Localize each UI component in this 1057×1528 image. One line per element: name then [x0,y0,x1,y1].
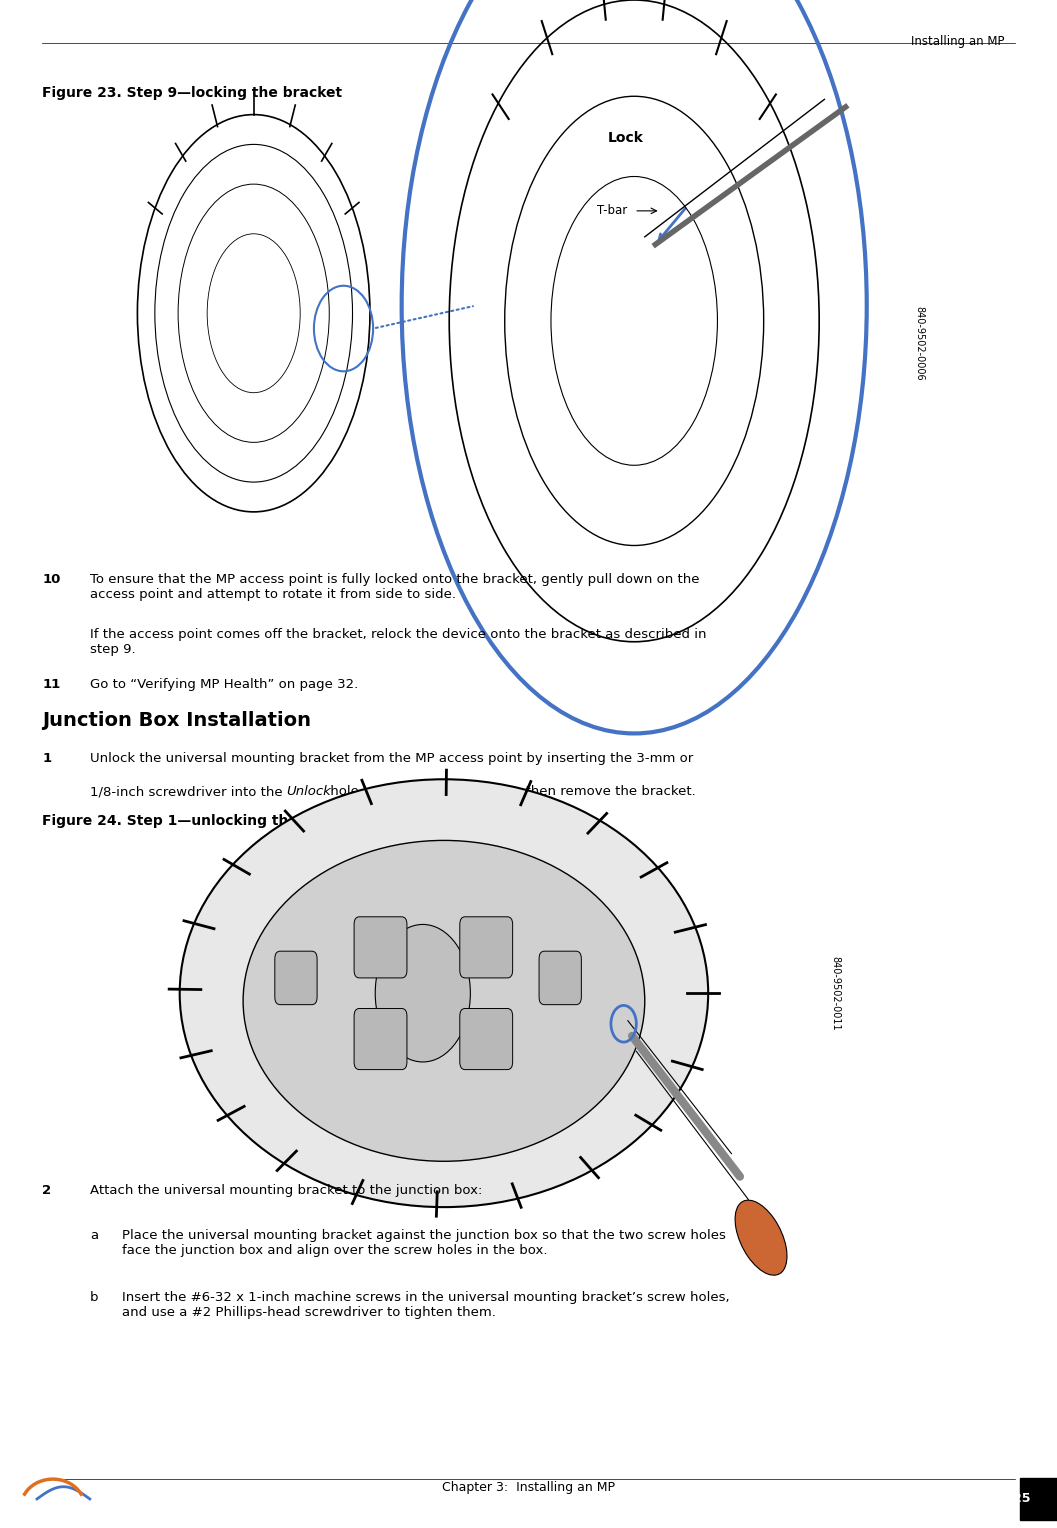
Text: Figure 24. Step 1—unlocking the bracket: Figure 24. Step 1—unlocking the bracket [42,814,363,828]
Ellipse shape [735,1199,787,1276]
Text: 840-9502-0006: 840-9502-0006 [914,307,925,380]
Text: Unlock the universal mounting bracket from the MP access point by inserting the : Unlock the universal mounting bracket fr… [90,752,693,766]
Text: 2: 2 [42,1184,52,1198]
Text: 1/8-inch screwdriver into the: 1/8-inch screwdriver into the [90,785,286,799]
Ellipse shape [180,779,708,1207]
Text: Go to “Verifying MP Health” on page 32.: Go to “Verifying MP Health” on page 32. [90,678,358,692]
Text: T-bar: T-bar [597,205,628,217]
Text: a: a [90,1229,98,1242]
Text: 10: 10 [42,573,60,587]
Text: hole on the MP access point, then remove the bracket.: hole on the MP access point, then remove… [326,785,696,799]
Text: Lock: Lock [608,131,644,145]
Circle shape [375,924,470,1062]
Text: Unlock: Unlock [286,785,331,799]
Text: To ensure that the MP access point is fully locked onto the bracket, gently pull: To ensure that the MP access point is fu… [90,573,700,601]
Ellipse shape [243,840,645,1161]
FancyBboxPatch shape [460,1008,513,1070]
Text: Junction Box Installation: Junction Box Installation [42,711,311,729]
FancyBboxPatch shape [354,917,407,978]
FancyBboxPatch shape [460,917,513,978]
Text: Attach the universal mounting bracket to the junction box:: Attach the universal mounting bracket to… [90,1184,482,1198]
Text: 840-9502-0011: 840-9502-0011 [830,957,840,1030]
Text: If the access point comes off the bracket, relock the device onto the bracket as: If the access point comes off the bracke… [90,628,706,656]
Text: 25: 25 [1014,1493,1031,1505]
Text: b: b [90,1291,98,1305]
Text: 1: 1 [42,752,52,766]
Text: Insert the #6-32 x 1-inch machine screws in the universal mounting bracket’s scr: Insert the #6-32 x 1-inch machine screws… [122,1291,729,1319]
FancyBboxPatch shape [275,950,317,1005]
Text: Place the universal mounting bracket against the junction box so that the two sc: Place the universal mounting bracket aga… [122,1229,725,1256]
FancyBboxPatch shape [1020,1478,1057,1520]
Text: Installing an MP: Installing an MP [911,35,1004,49]
FancyBboxPatch shape [354,1008,407,1070]
FancyBboxPatch shape [539,950,581,1005]
Text: Chapter 3:  Installing an MP: Chapter 3: Installing an MP [442,1481,615,1494]
Text: Figure 23. Step 9—locking the bracket: Figure 23. Step 9—locking the bracket [42,86,342,99]
Text: 11: 11 [42,678,60,692]
